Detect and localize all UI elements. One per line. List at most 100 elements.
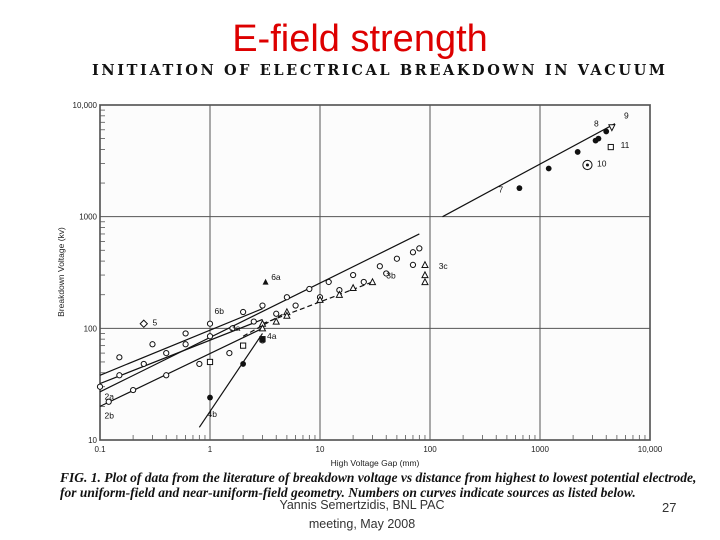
data-point-4b <box>207 394 213 401</box>
footer-line-2: meeting, May 2008 <box>308 517 416 531</box>
figure-caption: FIG. 1. Plot of data from the literature… <box>60 470 710 500</box>
data-point-10 <box>582 159 593 171</box>
data-point-6b <box>206 320 214 327</box>
data-point-2a <box>182 341 189 348</box>
data-point-3b <box>316 295 324 303</box>
y-tick-label: 100 <box>84 324 98 333</box>
data-point-2b <box>105 398 112 405</box>
fit-line-6b <box>99 308 263 376</box>
footer-line-1: Yannis Semertzidis, BNL PAC <box>279 498 445 512</box>
grid <box>99 104 651 441</box>
data-point-6b <box>350 271 357 279</box>
caption-line-2: for uniform-field and near-uniform-field… <box>60 485 636 500</box>
x-tick-label: 10 <box>316 445 325 454</box>
series-label-7: 7 <box>499 184 504 194</box>
series-label-3b: 3b <box>386 270 396 280</box>
data-point-6b <box>259 302 266 309</box>
data-point-4b <box>259 336 266 343</box>
data-point-6b <box>182 330 189 337</box>
data-point-2a <box>360 278 367 286</box>
data-point-2a <box>250 318 257 325</box>
y-tick-label: 10,000 <box>73 101 98 110</box>
data-point-7 <box>545 165 552 172</box>
data-point-6b <box>416 245 423 252</box>
data-point-3a <box>206 358 214 366</box>
figure-heading: INITIATION OF ELECTRICAL BREAKDOWN IN VA… <box>92 62 668 79</box>
series-label-6b: 6b <box>215 306 225 316</box>
data-point-5 <box>139 319 149 329</box>
caption-line-1: FIG. 1. Plot of data from the literature… <box>60 470 697 485</box>
data-point-3b <box>368 277 377 286</box>
data-point-2b <box>163 372 170 379</box>
slide-title: E-field strength <box>232 18 488 60</box>
data-point-2a <box>206 333 214 340</box>
data-point-8 <box>595 135 602 142</box>
data-point-2a <box>409 261 417 268</box>
data-point-6b <box>306 285 313 293</box>
data-point-3c <box>421 277 429 286</box>
data-point-6b <box>240 308 247 316</box>
data-point-10-dot <box>585 163 589 167</box>
data-marks <box>96 124 616 405</box>
data-point-2a <box>273 310 280 317</box>
data-point-2b <box>226 350 233 357</box>
data-point-7 <box>574 149 581 155</box>
data-point-6b <box>116 354 123 361</box>
data-point-7 <box>603 128 610 135</box>
data-point-4a <box>272 317 281 325</box>
plot-frame <box>99 104 651 441</box>
x-tick-label: 1000 <box>531 445 549 454</box>
data-point-7 <box>516 185 523 192</box>
x-tick-label: 1 <box>208 445 213 454</box>
data-point-4a <box>283 311 291 319</box>
breakdown-voltage-chart: 2a 2b 6b 3a 3b 4a 4b 6a 5 3c 7 8 9 10 11 0.1 1 10 100 1000… <box>56 101 663 468</box>
data-point-6a <box>262 278 269 285</box>
fit-line-4b <box>198 333 263 428</box>
series-label-10: 10 <box>597 159 607 169</box>
x-tick-label: 0.1 <box>94 445 106 454</box>
data-point-6b <box>325 278 332 286</box>
fit-lines <box>99 123 616 428</box>
series-label-3c: 3c <box>439 261 449 271</box>
data-point-3b <box>349 283 357 292</box>
y-axis-label: Breakdown Voltage (kv) <box>56 227 66 317</box>
data-point-4a <box>258 324 267 332</box>
x-tick-label: 10,000 <box>638 445 663 454</box>
y-tick-label: 1000 <box>79 213 97 222</box>
data-point-6b <box>409 249 417 256</box>
data-point-6b <box>376 263 383 270</box>
series-label-6a: 6a <box>271 272 281 282</box>
data-point-2a <box>229 325 236 332</box>
data-point-2a <box>292 302 299 309</box>
series-label-5: 5 <box>152 318 157 328</box>
data-point-3b <box>335 290 344 298</box>
series-labels: 2a 2b 6b 3a 3b 4a 4b 6a 5 3c 7 8 9 10 11 <box>105 110 630 420</box>
data-point-2a <box>383 270 390 277</box>
data-point-6b <box>149 341 156 348</box>
data-point-2a <box>163 350 170 357</box>
data-point-3c <box>421 260 429 268</box>
data-point-3c <box>421 270 429 279</box>
y-tick-label: 10 <box>88 436 97 445</box>
data-point-4b <box>240 361 247 367</box>
data-point-6b <box>283 294 290 301</box>
series-label-2a: 2a <box>105 392 115 402</box>
fit-line-7 <box>442 123 616 218</box>
series-label-4a: 4a <box>267 331 277 341</box>
data-point-2a <box>140 360 147 368</box>
series-label-9: 9 <box>624 110 629 120</box>
x-tick-label: 100 <box>423 445 437 454</box>
data-point-2b <box>130 386 137 394</box>
data-point-11 <box>607 143 614 151</box>
series-label-4b: 4b <box>208 409 218 419</box>
series-label-8: 8 <box>594 119 599 129</box>
fit-line-3a <box>99 318 263 385</box>
series-label-3a: 3a <box>231 323 241 333</box>
series-label-2b: 2b <box>105 411 115 421</box>
series-label-11: 11 <box>621 140 630 150</box>
fit-line-2a <box>99 233 420 393</box>
data-point-2a <box>96 383 104 390</box>
data-point-6b <box>393 255 400 262</box>
data-point-3a <box>240 342 247 349</box>
fit-line-4a <box>242 311 288 337</box>
